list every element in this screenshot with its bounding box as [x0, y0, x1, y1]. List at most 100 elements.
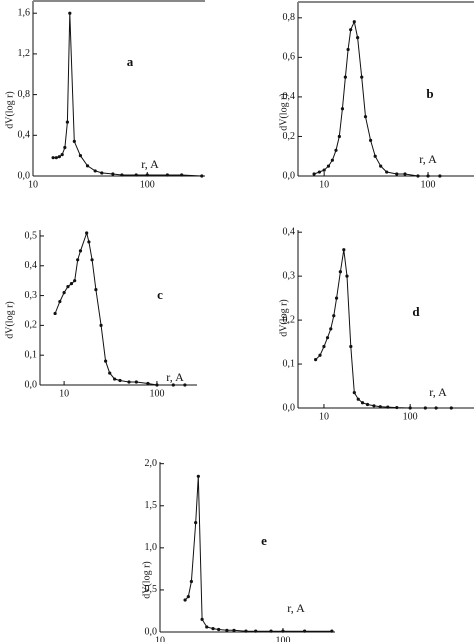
y-tick-label: 0,0: [25, 379, 38, 390]
data-point: [63, 145, 67, 150]
data-line: [54, 231, 185, 386]
data-point: [325, 336, 330, 340]
y-tick-label: 0,2: [25, 320, 38, 331]
data-point: [434, 406, 438, 410]
data-point: [69, 282, 74, 286]
data-point: [78, 249, 83, 253]
data-point: [76, 258, 80, 262]
x-tick-label: 10: [59, 388, 69, 399]
x-tick-label: 10: [319, 179, 329, 190]
y-tick-label: 0,4: [18, 130, 31, 141]
data-point: [340, 107, 345, 111]
data-point: [180, 173, 184, 177]
annotation: r, A: [419, 152, 437, 166]
data-point: [303, 629, 307, 633]
data-point: [352, 391, 356, 395]
annotation: r, A: [141, 157, 159, 171]
data-point: [145, 173, 149, 177]
x-tick-label: 100: [421, 179, 436, 190]
y-tick-label: 0,2: [283, 131, 296, 142]
data-point: [196, 474, 200, 478]
data-point: [372, 404, 376, 408]
y-tick-label: 1,6: [18, 8, 31, 19]
data-point: [120, 173, 124, 177]
data-point: [329, 327, 333, 331]
data-line: [53, 13, 202, 177]
data-point: [51, 156, 55, 160]
data-point: [334, 296, 339, 300]
data-point: [395, 405, 399, 410]
data-point: [408, 406, 412, 410]
panel-label: a: [127, 54, 134, 69]
data-point: [254, 629, 258, 633]
data-point: [386, 405, 390, 409]
y-tick-label: 0,0: [283, 170, 296, 181]
data-point: [326, 164, 331, 168]
y-tick-label: 1,0: [145, 542, 158, 553]
data-point: [330, 629, 334, 633]
data-point: [356, 397, 360, 401]
panel-label: b: [426, 86, 433, 101]
data-point: [360, 75, 364, 79]
data-point: [281, 629, 285, 633]
data-point: [171, 383, 175, 387]
data-point: [379, 164, 383, 168]
data-point: [426, 174, 430, 178]
data-point: [58, 299, 62, 304]
x-tick-label: 100: [140, 179, 155, 190]
x-tick-label: 10: [28, 179, 38, 190]
data-point: [165, 173, 169, 177]
data-point: [85, 164, 90, 168]
data-point: [318, 353, 322, 357]
data-line: [184, 476, 332, 632]
data-point: [342, 248, 346, 252]
data-point: [322, 344, 326, 349]
data-point: [232, 628, 236, 632]
data-point: [111, 172, 115, 176]
data-point: [337, 134, 341, 139]
data-point: [78, 154, 83, 158]
data-point: [438, 174, 442, 178]
y-tick-label: 0,8: [18, 89, 31, 100]
data-point: [334, 148, 338, 152]
data-point: [200, 617, 204, 621]
data-point: [365, 402, 370, 407]
y-tick-label: 0,0: [283, 402, 296, 413]
data-point: [113, 377, 117, 381]
y-tick-label: 0,5: [25, 230, 38, 241]
data-point: [104, 359, 108, 363]
panel-label: c: [157, 287, 163, 302]
data-point: [134, 173, 138, 177]
data-point: [189, 579, 193, 584]
data-point: [186, 595, 190, 599]
y-tick-label: 0,1: [25, 349, 38, 360]
data-point: [360, 401, 365, 405]
y-tick-label: 0,0: [18, 170, 31, 181]
y-tick-label: 0,6: [283, 52, 296, 63]
y-tick-label: 0,4: [283, 91, 296, 102]
data-point: [68, 11, 72, 15]
panel-label: d: [412, 304, 420, 319]
data-point: [211, 627, 215, 631]
y-tick-label: 0,3: [283, 270, 296, 281]
y-tick-label: 0,4: [283, 226, 296, 237]
data-point: [73, 279, 77, 283]
panel-label: e: [261, 533, 267, 548]
data-point: [330, 158, 334, 162]
y-axis-label: dV(log r): [278, 299, 289, 337]
x-tick-label: 10: [155, 635, 165, 642]
data-point: [94, 288, 98, 292]
data-point: [72, 139, 76, 144]
data-point: [332, 314, 336, 318]
x-tick-label: 100: [149, 388, 164, 399]
data-point: [352, 20, 356, 24]
data-point: [54, 156, 58, 160]
data-point: [416, 174, 420, 178]
y-tick-label: 0,8: [283, 12, 296, 23]
data-point: [322, 168, 326, 172]
data-point: [183, 598, 187, 602]
data-point: [65, 120, 69, 124]
data-point: [194, 520, 198, 525]
x-tick-label: 10: [319, 411, 329, 422]
data-point: [346, 47, 350, 52]
